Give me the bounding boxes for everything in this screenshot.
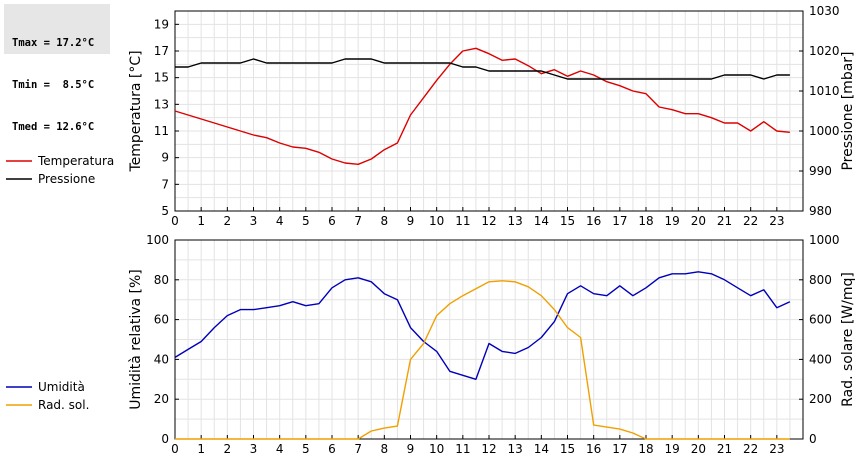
x-tick-label: 22 — [743, 442, 758, 456]
series-line-rad-sol — [175, 280, 790, 440]
x-tick-label: 19 — [665, 442, 680, 456]
y2-tick-label: 980 — [809, 204, 832, 218]
legend-label-pressione: Pressione — [38, 172, 95, 186]
legend-label-temperatura: Temperatura — [37, 154, 114, 168]
stats-box: Tmax = 17.2°C Tmin = 8.5°C Tmed = 12.6°C — [4, 4, 110, 133]
x-tick-label: 10 — [429, 442, 444, 456]
y-tick-label: 40 — [154, 352, 169, 366]
y2-tick-label: 990 — [809, 164, 832, 178]
y-tick-label: 60 — [154, 313, 169, 327]
y2-tick-label: 0 — [809, 432, 817, 446]
y-tick-label: 100 — [146, 233, 169, 247]
y-tick-label: 11 — [154, 124, 169, 138]
x-tick-label: 23 — [769, 442, 784, 456]
series-line-umidit — [174, 271, 791, 380]
tmed-text: Tmed = 12.6°C — [12, 121, 95, 133]
x-tick-label: 13 — [508, 214, 523, 228]
x-tick-label: 0 — [171, 214, 179, 228]
x-tick-label: 11 — [455, 442, 470, 456]
x-tick-label: 0 — [171, 442, 179, 456]
y-tick-label: 9 — [161, 151, 169, 165]
y-axis-label: Temperatura [°C] — [128, 50, 144, 172]
x-tick-label: 21 — [717, 214, 732, 228]
x-tick-label: 10 — [429, 214, 444, 228]
x-tick-label: 3 — [250, 442, 258, 456]
x-tick-label: 1 — [197, 442, 205, 456]
x-tick-label: 17 — [612, 442, 627, 456]
y-tick-label: 20 — [154, 392, 169, 406]
x-tick-label: 23 — [769, 214, 784, 228]
x-tick-label: 3 — [250, 214, 258, 228]
y2-tick-label: 200 — [809, 392, 832, 406]
y-tick-label: 15 — [154, 71, 169, 85]
y2-tick-label: 1030 — [809, 4, 840, 18]
tmax-text: Tmax = 17.2°C — [12, 37, 95, 49]
x-tick-label: 17 — [612, 214, 627, 228]
legend-label-rad-sol: Rad. sol. — [38, 398, 89, 412]
x-tick-label: 18 — [638, 442, 653, 456]
legend-label-umidit: Umidità — [38, 380, 85, 394]
y2-tick-label: 1010 — [809, 84, 840, 98]
x-tick-label: 7 — [354, 214, 362, 228]
y-tick-label: 5 — [161, 204, 169, 218]
series-line-pressione — [175, 58, 790, 80]
x-tick-label: 8 — [381, 442, 389, 456]
x-tick-label: 11 — [455, 214, 470, 228]
y2-axis-label: Pressione [mbar] — [840, 51, 856, 170]
y2-tick-label: 800 — [809, 273, 832, 287]
x-tick-label: 14 — [534, 442, 549, 456]
x-tick-label: 22 — [743, 214, 758, 228]
x-tick-label: 4 — [276, 214, 284, 228]
x-tick-label: 16 — [586, 214, 601, 228]
x-tick-label: 21 — [717, 442, 732, 456]
y-tick-label: 13 — [154, 97, 169, 111]
x-tick-label: 16 — [586, 442, 601, 456]
y2-axis-label: Rad. solare [W/mq] — [840, 272, 856, 407]
y2-tick-label: 600 — [809, 313, 832, 327]
y-tick-label: 19 — [154, 17, 169, 31]
y2-tick-label: 1000 — [809, 124, 840, 138]
x-tick-label: 13 — [508, 442, 523, 456]
x-tick-label: 1 — [197, 214, 205, 228]
y-axis-label: Umidità relativa [%] — [128, 269, 144, 410]
x-tick-label: 12 — [481, 442, 496, 456]
x-tick-label: 20 — [691, 442, 706, 456]
x-tick-label: 6 — [328, 442, 336, 456]
x-tick-label: 14 — [534, 214, 549, 228]
y-tick-label: 17 — [154, 44, 169, 58]
x-tick-label: 12 — [481, 214, 496, 228]
y2-tick-label: 1000 — [809, 233, 840, 247]
x-tick-label: 6 — [328, 214, 336, 228]
x-tick-label: 20 — [691, 214, 706, 228]
x-tick-label: 18 — [638, 214, 653, 228]
y-tick-label: 80 — [154, 273, 169, 287]
series-line-temperatura — [174, 47, 790, 166]
x-tick-label: 19 — [665, 214, 680, 228]
x-tick-label: 8 — [381, 214, 389, 228]
x-tick-label: 15 — [560, 214, 575, 228]
x-tick-label: 15 — [560, 442, 575, 456]
x-tick-label: 7 — [354, 442, 362, 456]
y-tick-label: 0 — [161, 432, 169, 446]
x-tick-label: 5 — [302, 442, 310, 456]
x-tick-label: 2 — [224, 214, 232, 228]
y2-tick-label: 1020 — [809, 44, 840, 58]
x-tick-label: 4 — [276, 442, 284, 456]
tmin-text: Tmin = 8.5°C — [12, 79, 95, 91]
x-tick-label: 2 — [224, 442, 232, 456]
x-tick-label: 5 — [302, 214, 310, 228]
y-tick-label: 7 — [161, 177, 169, 191]
y2-tick-label: 400 — [809, 352, 832, 366]
x-tick-label: 9 — [407, 214, 415, 228]
x-tick-label: 9 — [407, 442, 415, 456]
